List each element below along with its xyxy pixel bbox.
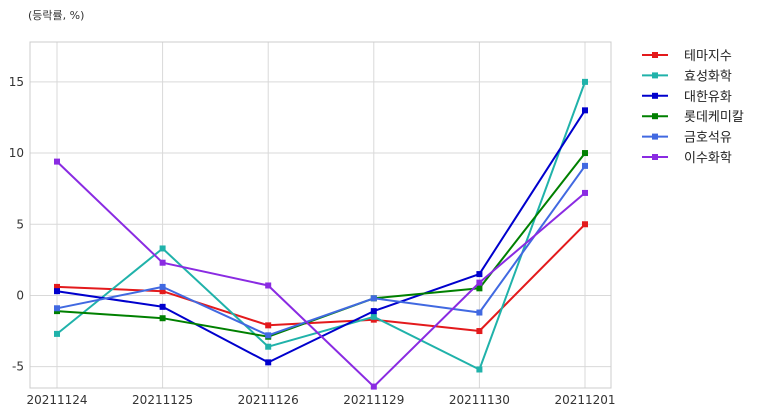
legend-label: 대한유화 <box>684 90 732 105</box>
y-tick-label: 5 <box>16 217 24 231</box>
data-point <box>159 283 166 290</box>
series <box>54 78 588 373</box>
data-point <box>159 245 166 252</box>
legend-marker <box>652 154 658 160</box>
legend-item: 테마지수 <box>642 49 732 64</box>
data-point <box>370 308 377 315</box>
data-point <box>476 279 483 286</box>
x-axis: 20211124 20211125 20211126 20211129 20211130… <box>26 393 615 407</box>
data-point <box>476 366 483 373</box>
data-point <box>265 343 272 350</box>
data-point <box>54 288 60 295</box>
data-point <box>159 288 166 295</box>
unit-label: (등락률, %) <box>28 9 84 22</box>
data-point <box>54 305 60 312</box>
legend-item: 롯데케미칼 <box>642 110 744 125</box>
series-line <box>56 223 586 332</box>
y-tick-label: 0 <box>16 288 24 302</box>
data-point <box>582 78 588 85</box>
data-point <box>370 295 377 302</box>
data-point <box>476 309 483 316</box>
data-point <box>265 322 272 329</box>
data-point <box>476 271 483 278</box>
legend-marker <box>652 113 658 120</box>
x-tick-label: 20211129 <box>343 393 404 407</box>
data-point <box>582 107 588 114</box>
data-point <box>582 221 588 228</box>
y-tick-label: 15 <box>9 75 24 89</box>
series-group <box>54 78 588 390</box>
x-tick-label: 20211124 <box>26 393 87 407</box>
data-point <box>582 189 588 196</box>
data-point <box>582 150 588 157</box>
series <box>54 150 588 340</box>
data-point <box>370 383 377 390</box>
series <box>54 158 588 390</box>
legend-label: 효성화학 <box>684 69 732 84</box>
x-tick-label: 20211201 <box>554 393 615 407</box>
data-point <box>159 303 166 310</box>
legend-marker <box>652 133 658 140</box>
data-point <box>370 313 377 320</box>
data-point <box>476 328 483 335</box>
legend-marker <box>652 52 658 58</box>
legend-marker <box>652 72 658 79</box>
data-point <box>265 332 272 339</box>
series-line <box>56 81 586 371</box>
y-tick-label: -5 <box>12 360 24 374</box>
series <box>54 162 588 339</box>
x-tick-label: 20211126 <box>238 393 299 407</box>
series-line <box>56 160 586 388</box>
data-point <box>265 359 272 366</box>
series-line <box>56 165 586 337</box>
legend-item: 대한유화 <box>642 90 732 105</box>
legend-item: 금호석유 <box>642 131 732 146</box>
y-axis: -5 0 5 10 15 <box>9 75 24 374</box>
data-point <box>54 283 60 290</box>
legend-marker <box>652 92 658 99</box>
data-point <box>54 330 60 337</box>
legend-label: 금호석유 <box>684 131 732 146</box>
y-tick-label: 10 <box>9 146 24 160</box>
legend-label: 이수화학 <box>684 151 732 166</box>
x-tick-label: 20211125 <box>132 393 193 407</box>
x-tick-label: 20211130 <box>449 393 510 407</box>
series-line <box>56 152 586 338</box>
data-point <box>159 315 166 322</box>
legend-label: 테마지수 <box>684 49 732 64</box>
legend-label: 롯데케미칼 <box>684 110 744 125</box>
data-point <box>476 285 483 292</box>
legend-item: 효성화학 <box>642 69 732 84</box>
data-point <box>54 158 60 165</box>
data-point <box>582 162 588 169</box>
plot-frame <box>29 41 612 389</box>
data-point <box>159 259 166 266</box>
legend-item: 이수화학 <box>642 151 732 166</box>
data-point <box>265 282 272 289</box>
